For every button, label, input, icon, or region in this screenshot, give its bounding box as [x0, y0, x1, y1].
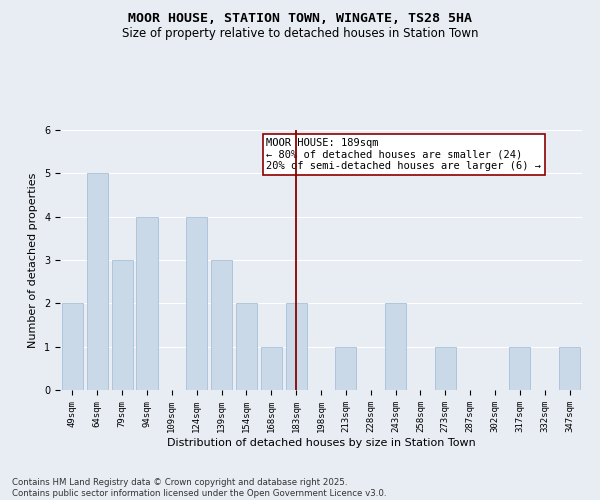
- Bar: [335, 346, 356, 390]
- Bar: [87, 174, 108, 390]
- Bar: [509, 346, 530, 390]
- Text: MOOR HOUSE, STATION TOWN, WINGATE, TS28 5HA: MOOR HOUSE, STATION TOWN, WINGATE, TS28 …: [128, 12, 472, 26]
- Bar: [236, 304, 257, 390]
- Bar: [211, 260, 232, 390]
- Text: Contains HM Land Registry data © Crown copyright and database right 2025.
Contai: Contains HM Land Registry data © Crown c…: [12, 478, 386, 498]
- Bar: [559, 346, 580, 390]
- X-axis label: Distribution of detached houses by size in Station Town: Distribution of detached houses by size …: [167, 438, 475, 448]
- Text: MOOR HOUSE: 189sqm
← 80% of detached houses are smaller (24)
20% of semi-detache: MOOR HOUSE: 189sqm ← 80% of detached hou…: [266, 138, 541, 171]
- Bar: [62, 304, 83, 390]
- Text: Size of property relative to detached houses in Station Town: Size of property relative to detached ho…: [122, 28, 478, 40]
- Bar: [286, 304, 307, 390]
- Bar: [435, 346, 456, 390]
- Bar: [385, 304, 406, 390]
- Bar: [112, 260, 133, 390]
- Bar: [261, 346, 282, 390]
- Bar: [186, 216, 207, 390]
- Bar: [136, 216, 158, 390]
- Y-axis label: Number of detached properties: Number of detached properties: [28, 172, 38, 348]
